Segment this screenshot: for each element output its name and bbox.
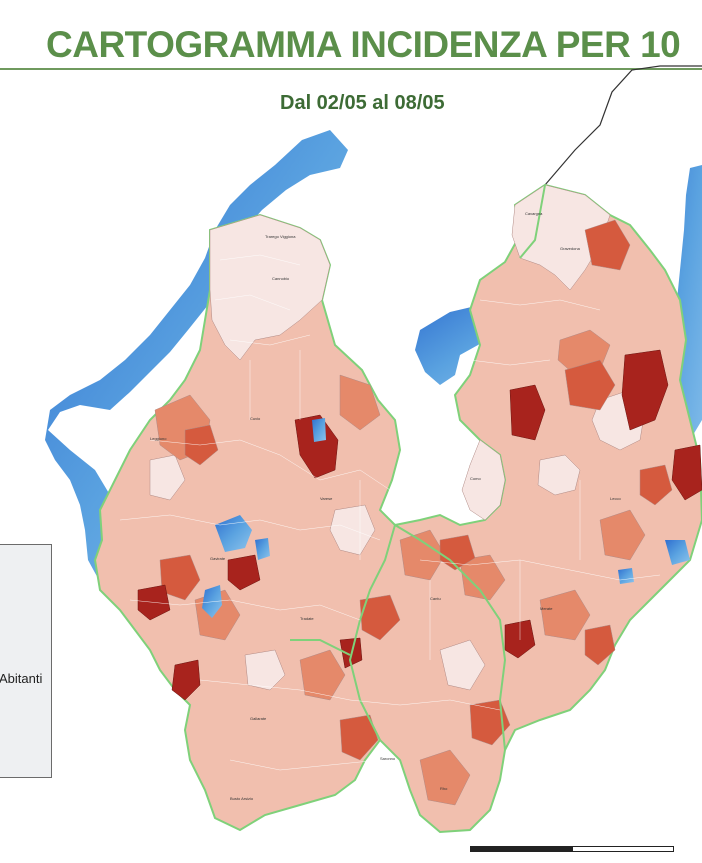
svg-text:Tradate: Tradate xyxy=(300,616,314,621)
scale-segment xyxy=(572,846,674,852)
svg-text:Saronno: Saronno xyxy=(380,756,396,761)
svg-text:Busto Arsizio: Busto Arsizio xyxy=(230,796,254,801)
svg-text:Trarego Viggiona: Trarego Viggiona xyxy=(265,234,296,239)
svg-text:Gravedona: Gravedona xyxy=(560,246,581,251)
date-range-subtitle: Dal 02/05 al 08/05 xyxy=(280,92,445,114)
svg-text:Varese: Varese xyxy=(320,496,333,501)
legend-box: Abitanti xyxy=(0,544,52,778)
svg-text:Merate: Merate xyxy=(540,606,553,611)
national-border-line xyxy=(544,65,702,186)
svg-text:Rho: Rho xyxy=(440,786,448,791)
svg-text:Gallarate: Gallarate xyxy=(250,716,267,721)
title-divider xyxy=(0,68,702,70)
svg-text:Cantu: Cantu xyxy=(430,596,441,601)
svg-text:Leggiuno: Leggiuno xyxy=(150,436,167,441)
scale-bar xyxy=(470,846,702,852)
svg-text:Lecco: Lecco xyxy=(610,496,621,501)
province-area xyxy=(93,183,702,834)
svg-text:Gavirate: Gavirate xyxy=(210,556,226,561)
svg-text:Cannobio: Cannobio xyxy=(272,276,290,281)
legend-unit-label: Abitanti xyxy=(0,671,43,686)
lake-como xyxy=(640,165,702,565)
svg-text:Cavargna: Cavargna xyxy=(525,211,543,216)
svg-text:Como: Como xyxy=(470,476,481,481)
scale-segment xyxy=(470,846,572,852)
svg-text:Cuvio: Cuvio xyxy=(250,416,261,421)
map-title: CARTOGRAMMA INCIDENZA PER 10 xyxy=(46,24,681,65)
